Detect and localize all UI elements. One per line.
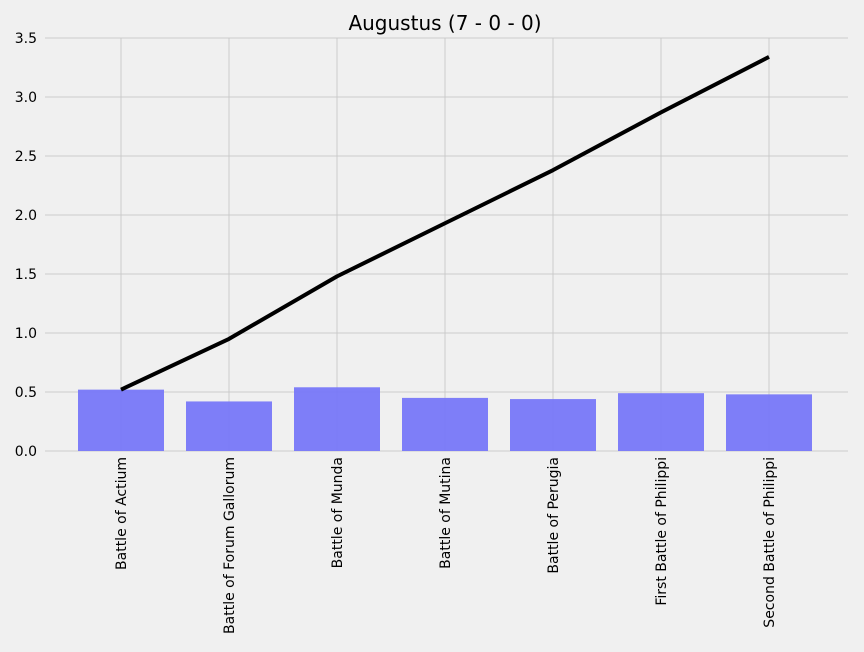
bar [186,401,272,451]
x-tick-label: First Battle of Philippi [654,457,670,606]
bar [294,387,380,451]
bar [402,398,488,451]
y-tick-label: 3.5 [15,31,37,47]
y-axis-ticks: 0.0 0.5 1.0 1.5 2.0 2.5 3.0 3.5 [15,31,37,460]
x-tick-label: Battle of Perugia [546,457,562,574]
y-tick-label: 2.5 [15,149,37,165]
bar [726,394,812,451]
grid [45,38,848,451]
y-tick-label: 0.5 [15,385,37,401]
x-tick-label: Battle of Munda [330,457,346,568]
y-tick-label: 0.0 [15,444,37,460]
y-tick-label: 2.0 [15,208,37,224]
bar [618,393,704,451]
x-tick-label: Battle of Mutina [438,457,454,569]
y-tick-label: 1.0 [15,326,37,342]
y-tick-label: 1.5 [15,267,37,283]
bar [78,390,164,451]
x-tick-label: Battle of Forum Gallorum [222,457,238,634]
y-tick-label: 3.0 [15,90,37,106]
x-axis-ticks: Battle of Actium Battle of Forum Gallorum… [114,457,778,634]
x-tick-label: Battle of Actium [114,457,130,570]
bar [510,399,596,451]
chart-title: Augustus (7 - 0 - 0) [348,11,541,35]
x-tick-label: Second Battle of Philippi [762,457,778,628]
